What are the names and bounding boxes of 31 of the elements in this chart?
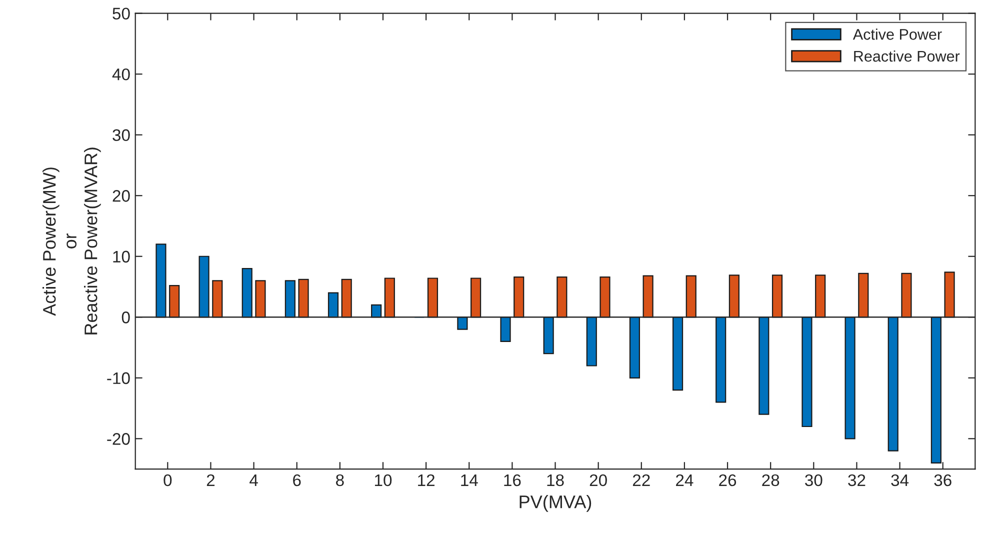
- x-tick-label: 32: [848, 474, 866, 486]
- x-tick-label: 6: [293, 474, 301, 486]
- y-tick-label: -20: [107, 433, 130, 445]
- x-tick-label: 22: [632, 474, 650, 486]
- x-tick-label: 8: [336, 474, 344, 486]
- y-tick-label: 50: [112, 8, 130, 20]
- legend-label: Active Power: [852, 28, 942, 40]
- x-tick-label: 20: [590, 474, 607, 486]
- y-tick-label: 0: [122, 312, 130, 324]
- x-tick-label: 24: [676, 474, 694, 486]
- y-tick-label: 10: [113, 250, 130, 263]
- x-tick-label: 26: [719, 474, 736, 486]
- x-tick-label: 16: [504, 474, 521, 486]
- x-tick-label: 4: [250, 474, 258, 486]
- x-tick-label: 36: [934, 474, 952, 486]
- x-tick-label: 2: [206, 474, 215, 486]
- y-axis-title: Active Power(MW) or Reactive Power(MVAR): [42, 148, 101, 334]
- x-tick-label: 0: [164, 474, 172, 486]
- x-tick-label: 10: [374, 474, 392, 486]
- x-tick-label: 12: [418, 474, 434, 486]
- y-tick-label: 40: [112, 68, 130, 80]
- x-tick-label: 14: [461, 474, 478, 486]
- y-tick-label: 30: [112, 129, 130, 142]
- x-tick-label: 18: [547, 474, 564, 486]
- x-tick-label: 34: [891, 474, 909, 486]
- x-axis-title: PV(MVA): [520, 494, 592, 512]
- y-tick-label: -10: [107, 372, 130, 384]
- y-tick-label: 20: [112, 190, 130, 202]
- legend-label: Reactive Power: [854, 50, 960, 62]
- x-tick-label: 30: [805, 474, 822, 486]
- x-tick-label: 28: [762, 474, 780, 486]
